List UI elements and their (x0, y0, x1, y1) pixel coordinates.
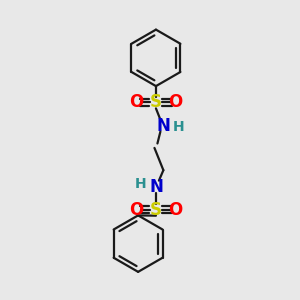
Text: S: S (150, 201, 162, 219)
Text: H: H (173, 120, 184, 134)
Text: N: N (149, 178, 163, 196)
Text: H: H (135, 177, 146, 191)
Text: O: O (168, 201, 182, 219)
Text: O: O (130, 201, 144, 219)
Text: S: S (150, 93, 162, 111)
Text: O: O (130, 93, 144, 111)
Text: N: N (156, 117, 170, 135)
Text: O: O (168, 93, 182, 111)
